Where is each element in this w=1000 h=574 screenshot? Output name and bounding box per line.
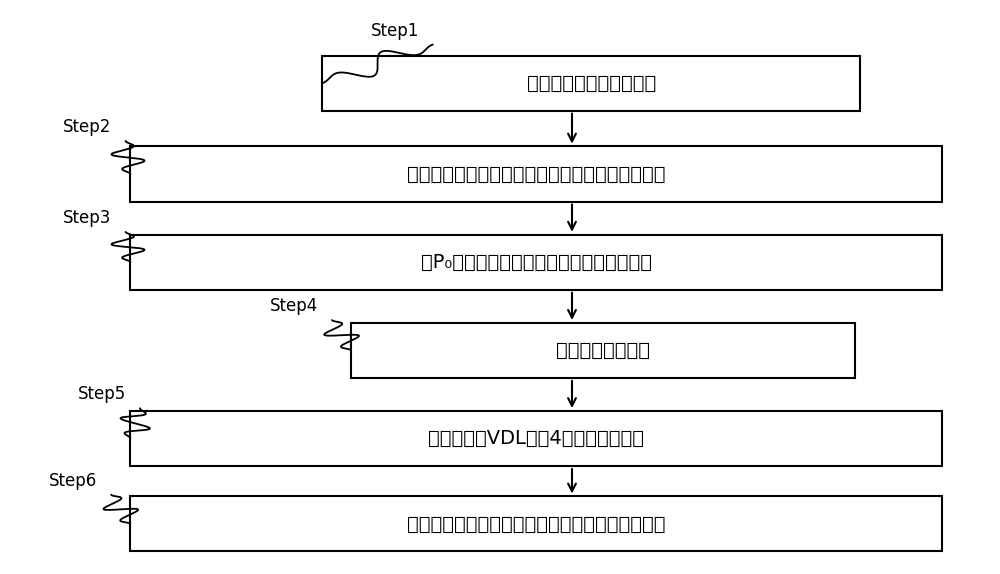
- Text: 通过信号发生器对被测显示屏输入一标准测试图像: 通过信号发生器对被测显示屏输入一标准测试图像: [407, 165, 665, 184]
- FancyBboxPatch shape: [351, 323, 855, 378]
- Text: Step1: Step1: [370, 22, 419, 40]
- FancyBboxPatch shape: [130, 146, 942, 201]
- Text: Step4: Step4: [270, 297, 318, 315]
- FancyBboxPatch shape: [130, 235, 942, 290]
- Text: Step5: Step5: [78, 386, 126, 404]
- Text: Step2: Step2: [63, 118, 112, 136]
- Text: 以P₀点为基准测量点向左或向右改变测量点: 以P₀点为基准测量点向左或向右改变测量点: [420, 253, 652, 272]
- Text: 进行可辨识度测量: 进行可辨识度测量: [556, 341, 650, 360]
- FancyBboxPatch shape: [130, 497, 942, 552]
- Text: Step3: Step3: [63, 209, 112, 227]
- Text: 进行设备安装和测试准备: 进行设备安装和测试准备: [527, 73, 656, 92]
- Text: Step6: Step6: [49, 472, 97, 490]
- Text: 对可辨识度VDL进行4个分量函数合成: 对可辨识度VDL进行4个分量函数合成: [428, 429, 644, 448]
- FancyBboxPatch shape: [130, 411, 942, 466]
- FancyBboxPatch shape: [322, 56, 860, 111]
- Text: 基于上述步骤进行取值，完成显示屏可视角的测量: 基于上述步骤进行取值，完成显示屏可视角的测量: [407, 514, 665, 533]
